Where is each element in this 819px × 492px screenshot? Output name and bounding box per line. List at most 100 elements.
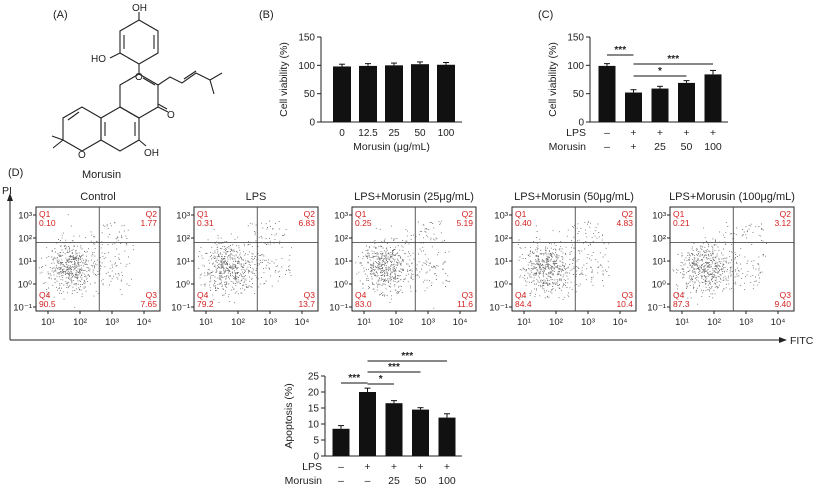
y-tick-label: 100 [298,61,315,72]
x-tick-label: 10⁴ [613,317,628,328]
pyranone-double-bond [142,77,156,86]
carbonyl-o-label: O [167,110,175,121]
event-scatter [38,214,134,308]
x-tick-label: 10³ [421,317,435,328]
quadrant-q3-value: 9.40 [774,299,791,309]
oh-bottom-label: OH [144,148,159,159]
bar [598,65,616,122]
fitc-axis-arrowhead [779,337,787,343]
row-value: + [657,127,663,139]
row-value: 100 [704,141,722,153]
significance-label: *** [401,351,413,362]
row-value: 25 [654,141,666,153]
pyran-ring [62,106,102,152]
event-scatter [355,220,450,309]
ho-bond [109,52,121,59]
quadrant-q3-name: Q3 [462,290,474,300]
quadrant-q1-value: 0.10 [39,218,56,228]
y-tick-label: 10¹ [334,257,348,268]
x-tick-label: 10² [707,317,721,328]
bar [359,65,377,122]
panel-label-b: (B) [259,9,274,21]
quadrant-q4-value: 90.5 [39,299,56,309]
quadrant-q3-name: Q3 [304,290,316,300]
quadrant-q4-name: Q4 [39,290,51,300]
bar [385,403,403,456]
x-tick-label: 10² [389,317,403,328]
y-tick-label: 10⁰ [176,280,191,291]
quadrant-q2-name: Q2 [462,209,474,219]
benzo-ring [100,106,140,152]
molecule-name: Morusin [82,169,121,181]
row-value: + [391,461,397,473]
y-tick-label: 10⁻¹ [647,303,666,314]
quadrant-q3-value: 13.7 [298,299,315,309]
y-tick-label: 10 [308,420,320,431]
panel-label-d: (D) [8,167,23,179]
x-tick-label: 0 [339,128,345,139]
y-tick-label: 50 [573,89,585,100]
prenyl-methyl [209,79,215,95]
x-tick-label: 10³ [263,317,277,328]
y-tick-label: 10¹ [176,257,190,268]
x-tick-label: 10⁴ [137,317,152,328]
quadrant-q2-value: 3.12 [774,218,791,228]
row-value: 100 [438,475,456,487]
x-tick-label: 10³ [581,317,595,328]
row-label: Morusin [285,475,323,487]
quadrant-q3-name: Q3 [780,290,792,300]
quadrant-q2-value: 6.83 [298,218,315,228]
plot-frame [511,206,637,312]
flow-plot-title: LPS+Morusin (25μg/mL) [354,191,474,203]
quadrant-q1-name: Q1 [355,209,367,219]
gem-methyl [51,135,64,141]
x-tick-label: 100 [438,128,455,139]
row-value: – [365,475,371,487]
y-tick-label: 0 [309,118,315,129]
bar [359,392,376,456]
y-tick-label: 10³ [652,211,666,222]
flow-plot-title: LPS+Morusin (100μg/mL) [669,191,795,203]
row-value: – [604,141,610,153]
plot-frame [193,206,319,312]
row-value: + [364,461,370,473]
row-value: + [710,127,716,139]
y-tick-label: 10¹ [494,257,508,268]
quadrant-q2-name: Q2 [780,209,792,219]
quadrant-q2-value: 4.83 [616,218,633,228]
x-tick-label: 50 [414,128,426,139]
significance-label: *** [667,54,679,65]
significance-label: * [379,374,383,385]
plot-frame [35,206,161,312]
quadrant-q1-name: Q1 [39,209,51,219]
y-tick-label: 10¹ [652,257,666,268]
quadrant-q1-value: 0.31 [197,218,214,228]
quadrant-q1-name: Q1 [673,209,685,219]
chart-b-viability: 0 50 100 150 Cell viability (%) 0 12.5 25 50 100 M… [278,33,462,153]
quadrant-q2-name: Q2 [304,209,316,219]
bar [678,82,695,122]
quadrant-q1-name: Q1 [197,209,209,219]
x-tick-label: 10¹ [675,317,689,328]
bar [333,66,351,122]
plot-frame [669,206,795,312]
quadrant-q4-value: 84.4 [515,299,532,309]
fitc-axis-label: FITC [790,335,814,347]
significance-label: *** [614,45,626,56]
chart-c-viability-lps: 0 50 100 150 Cell viability (%) LPS – + + + + Morus… [547,33,728,153]
row-value: + [630,127,636,139]
row-value: – [338,461,344,473]
event-scatter [672,222,767,305]
quadrant-q4-name: Q4 [197,290,209,300]
y-tick-label: 10² [18,234,32,245]
y-tick-label: 10⁻¹ [13,303,32,314]
y-tick-label: 25 [308,372,320,383]
row-value: + [630,141,636,153]
quadrant-q2-value: 1.77 [140,218,157,228]
y-tick-label: 10¹ [18,257,32,268]
bar [704,74,722,122]
